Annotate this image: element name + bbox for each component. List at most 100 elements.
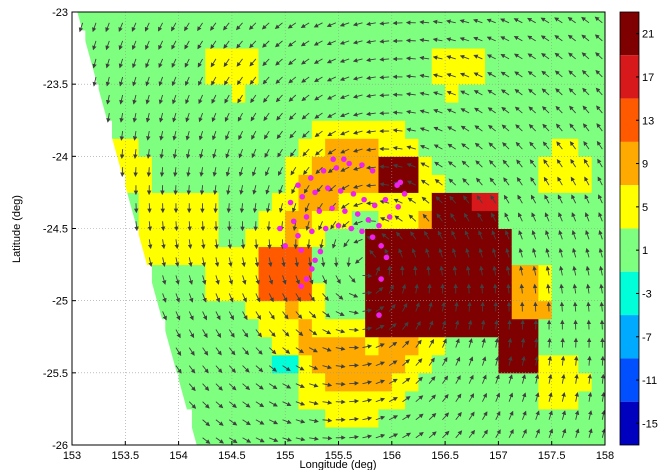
wind-arrow [595, 69, 603, 78]
wind-arrow [158, 40, 164, 50]
heatmap-cell [245, 30, 260, 49]
heatmap-cell [365, 174, 379, 193]
wind-arrow [375, 325, 385, 330]
wind-arrow [488, 142, 497, 150]
wind-arrow [508, 410, 514, 420]
wind-arrow [301, 94, 310, 102]
wind-arrow [427, 283, 432, 294]
heatmap-cell [565, 30, 579, 49]
wind-arrow [439, 265, 444, 276]
wind-arrow [410, 231, 417, 240]
heatmap-cell [218, 12, 233, 31]
wind-arrow [405, 92, 416, 97]
wind-arrow [314, 130, 323, 138]
heatmap-cell [151, 138, 166, 157]
x-axis-label: Longitude (deg) [299, 459, 376, 470]
heatmap-cell [258, 210, 273, 229]
wind-arrow [236, 40, 243, 49]
heatmap-cell [511, 210, 526, 229]
heatmap-cell [351, 30, 366, 49]
wind-arrow [188, 383, 196, 392]
heatmap-cell [311, 138, 326, 157]
heatmap-cell [458, 264, 473, 284]
wind-arrow [185, 149, 191, 159]
heatmap-cell [191, 174, 206, 193]
heatmap-cell [165, 12, 180, 31]
heatmap-cell [471, 156, 486, 175]
wind-arrow [455, 356, 461, 366]
wind-arrow [188, 257, 193, 268]
heatmap-cell [498, 138, 513, 157]
wind-arrow [255, 347, 263, 355]
wind-arrow [282, 311, 289, 320]
heatmap-cell [245, 426, 260, 445]
heatmap-cell [511, 300, 526, 320]
wind-arrow [309, 436, 319, 441]
wind-arrow [402, 359, 410, 366]
heatmap-cell [565, 12, 579, 31]
wind-arrow [118, 58, 124, 69]
heatmap-cell [471, 102, 486, 121]
heatmap-cell [538, 120, 553, 139]
wind-arrow [447, 143, 457, 150]
heatmap-cell [311, 318, 326, 338]
heatmap-cell [591, 408, 605, 428]
wind-arrow [366, 57, 376, 63]
wind-arrow [394, 215, 403, 222]
wind-arrow [473, 72, 483, 78]
heatmap-cell [578, 228, 593, 248]
wind-arrow [158, 58, 164, 69]
heatmap-cell [271, 246, 286, 266]
heatmap-cell [191, 408, 206, 428]
heatmap-cell [325, 426, 339, 445]
wind-arrow [468, 374, 474, 384]
heatmap-cell [151, 174, 166, 193]
heatmap-cell [405, 264, 419, 284]
heatmap-cell [365, 354, 379, 374]
heatmap-cell [205, 138, 220, 157]
track-marker [369, 234, 376, 240]
wind-arrow [375, 433, 386, 439]
wind-arrow [186, 167, 191, 177]
heatmap-cell [191, 102, 206, 121]
wind-arrow [475, 177, 483, 186]
wind-arrow [340, 166, 350, 172]
heatmap-cell [325, 408, 339, 428]
wind-arrow [282, 293, 288, 303]
heatmap-cell [391, 354, 406, 374]
heatmap-cell [405, 48, 419, 67]
wind-arrow [442, 357, 448, 366]
wind-arrow [238, 167, 244, 177]
heatmap-cell [191, 66, 206, 85]
wind-arrow [426, 265, 431, 276]
heatmap-cell [458, 372, 473, 392]
heatmap-cell [178, 192, 193, 211]
wind-arrow [339, 112, 350, 118]
wind-arrow [428, 376, 436, 384]
wind-arrow [468, 429, 476, 439]
wind-arrow [362, 398, 373, 403]
wind-arrow [545, 265, 551, 276]
wind-arrow [92, 22, 97, 33]
heatmap-cell [391, 120, 406, 139]
heatmap-cell [205, 282, 220, 302]
wind-arrow [581, 34, 590, 42]
heatmap-cell [231, 228, 246, 248]
heatmap-cell [298, 408, 313, 428]
wind-arrow [489, 177, 497, 186]
heatmap-cell [471, 282, 486, 302]
heatmap-cell [551, 336, 566, 356]
wind-arrow [264, 148, 270, 158]
heatmap-cell [258, 30, 273, 49]
wind-arrow [495, 429, 501, 439]
wind-arrow [304, 203, 310, 213]
wind-arrow [236, 76, 243, 86]
wind-arrow [419, 109, 430, 114]
track-marker [329, 205, 335, 212]
heatmap-cell [271, 12, 286, 31]
wind-arrow [506, 283, 511, 294]
heatmap-cell [338, 318, 353, 338]
heatmap-cell [538, 138, 553, 157]
heatmap-cell [485, 120, 499, 139]
heatmap-cell [231, 48, 246, 67]
